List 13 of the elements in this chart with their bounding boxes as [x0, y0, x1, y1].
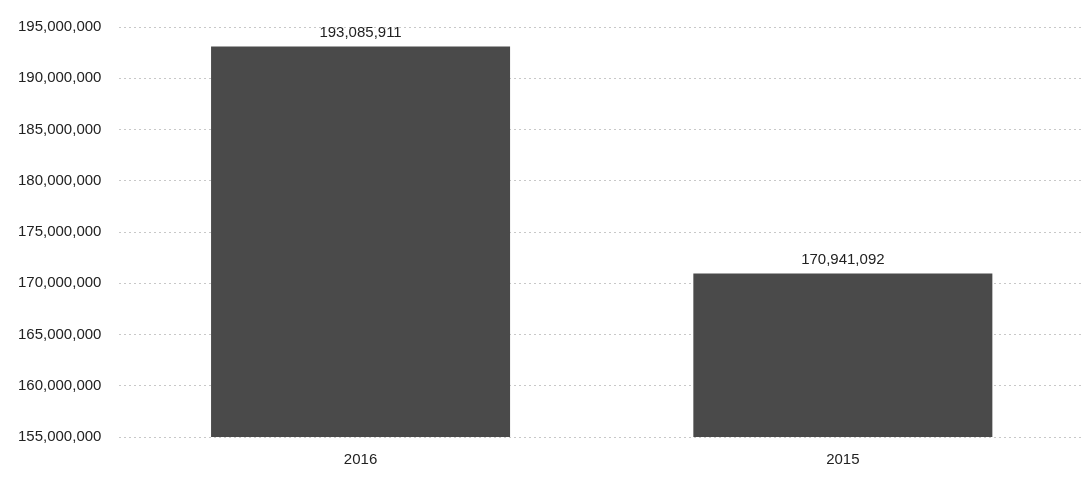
y-tick-label: 195,000,000	[17, 17, 102, 35]
y-tick-label: 170,000,000	[17, 273, 102, 291]
x-tick-label: 2016	[343, 450, 378, 468]
y-tick-label: 175,000,000	[17, 222, 102, 240]
data-label: 193,085,911	[319, 23, 402, 41]
y-tick-label: 180,000,000	[17, 170, 102, 188]
y-tick-label: 160,000,000	[17, 375, 102, 393]
y-tick-label: 155,000,000	[17, 427, 102, 445]
data-label: 170,941,092	[801, 250, 885, 268]
x-tick-label: 2015	[826, 450, 860, 468]
y-tick-label: 190,000,000	[17, 68, 102, 86]
y-tick-label: 165,000,000	[17, 324, 102, 342]
y-tick-label: 185,000,000	[17, 119, 102, 137]
